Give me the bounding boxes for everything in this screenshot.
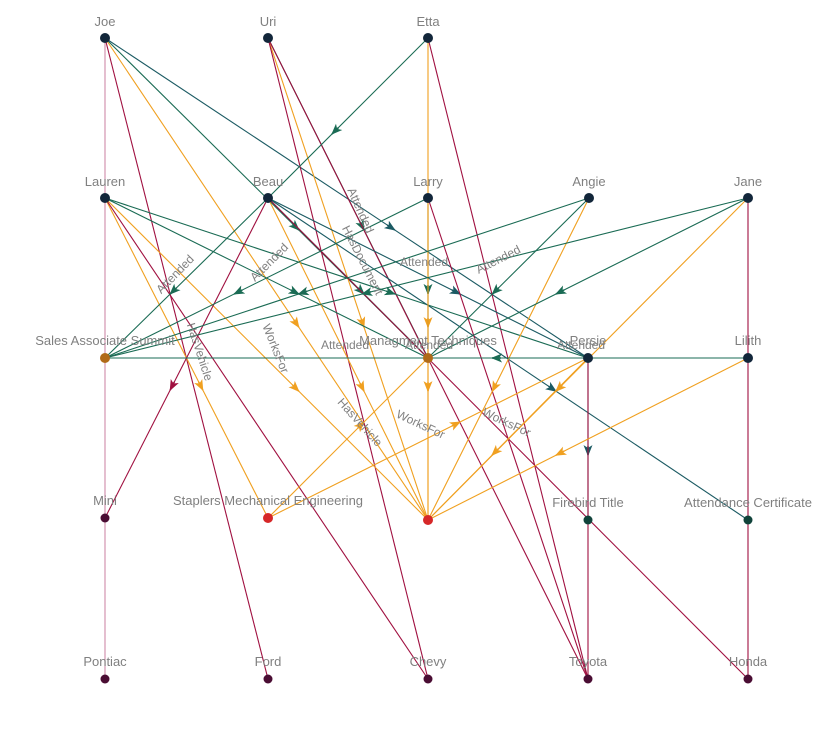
edge-label: WorksFor <box>394 407 447 442</box>
graph-edge <box>427 197 749 359</box>
graph-node-label: Chevy <box>410 654 447 669</box>
graph-edge <box>267 357 589 519</box>
graph-edge-arrowhead <box>288 380 300 392</box>
graph-node-label: Angie <box>572 174 605 189</box>
graph-node[interactable] <box>263 33 273 43</box>
node-labels-layer: Joe Uri Etta Lauren Beau Larry Angie Jane Sales … <box>35 14 812 669</box>
graph-edge <box>104 197 429 521</box>
graph-node-label: Jane <box>734 174 762 189</box>
graph-node-label: Beau <box>253 174 283 189</box>
graph-edge <box>267 357 429 519</box>
graph-node[interactable] <box>743 353 753 363</box>
graph-node[interactable] <box>583 515 593 525</box>
graph-node[interactable] <box>583 674 593 684</box>
graph-node[interactable] <box>423 193 433 203</box>
graph-node[interactable] <box>423 674 433 684</box>
graph-node-label: Etta <box>416 14 440 29</box>
graph-node-label: Larry <box>413 174 443 189</box>
graph-node[interactable] <box>263 674 273 684</box>
graph-edge-arrowhead <box>491 283 503 295</box>
edge-label: HasVehicle <box>335 395 386 449</box>
graph-node[interactable] <box>263 513 273 523</box>
graph-edge-arrowhead <box>383 286 396 296</box>
graph-edge-arrowhead <box>545 381 557 392</box>
edge-label: Attended <box>557 338 605 352</box>
graph-node-label: Lauren <box>85 174 125 189</box>
graph-edge-arrowhead <box>289 316 300 329</box>
edge-label: HasVehicle <box>184 321 216 383</box>
graph-edge-arrowhead <box>448 285 462 295</box>
graph-node[interactable] <box>423 515 433 525</box>
graph-edge <box>104 37 589 359</box>
graph-node[interactable] <box>743 674 753 684</box>
graph-edge-arrowhead <box>448 421 462 431</box>
graph-edge-arrowhead <box>288 219 300 231</box>
graph-node-label: Managment Techniques <box>359 333 497 348</box>
graph-edge-arrowhead <box>491 380 501 393</box>
graph-node[interactable] <box>743 515 753 525</box>
graph-edge-arrowhead <box>287 285 300 295</box>
graph-edge <box>104 197 429 680</box>
graph-node[interactable] <box>100 513 110 523</box>
graph-node[interactable] <box>100 674 110 684</box>
graph-edge <box>427 357 749 521</box>
edge-label: Attended <box>405 338 453 352</box>
graph-edge <box>267 197 429 521</box>
graph-node[interactable] <box>583 353 593 363</box>
graph-edge-arrowhead <box>355 380 365 393</box>
graph-edge-arrowhead <box>361 287 374 296</box>
graph-node-label: Persie <box>570 333 607 348</box>
graph-node-label: Uri <box>260 14 277 29</box>
graph-node-label: Pontiac <box>83 654 127 669</box>
graph-node[interactable] <box>100 193 110 203</box>
graph-edge-arrowhead <box>331 123 343 135</box>
graph-edge-arrowhead <box>555 446 568 456</box>
graph-node-label: Firebird Title <box>552 495 624 510</box>
graph-edge <box>267 37 429 199</box>
edge-label: Attended <box>321 338 369 352</box>
graph-node-label: Lilith <box>735 333 762 348</box>
graph-edge <box>104 197 269 359</box>
graph-node[interactable] <box>584 193 594 203</box>
graph-edge-arrowhead <box>554 285 568 295</box>
edge-label: WorksFor <box>260 322 292 375</box>
graph-node[interactable] <box>100 353 110 363</box>
graph-edge-arrowhead <box>383 220 396 231</box>
graph-edge-arrowhead <box>233 285 246 295</box>
graph-node[interactable] <box>100 33 110 43</box>
graph-edge <box>427 197 590 521</box>
graph-node[interactable] <box>423 353 433 363</box>
graph-edge-arrowhead <box>297 286 310 296</box>
graph-node-label: Mini <box>93 493 117 508</box>
graph-edge-arrowhead <box>194 378 204 391</box>
graph-node[interactable] <box>423 33 433 43</box>
edge-label: Attended <box>400 255 448 269</box>
graph-edge-arrowhead <box>555 380 567 392</box>
graph-edge <box>104 197 590 359</box>
graph-node[interactable] <box>743 193 753 203</box>
graph-edge <box>427 357 589 521</box>
graph-node-label: Joe <box>95 14 116 29</box>
graph-edge <box>427 197 590 359</box>
nodes-layer <box>100 33 753 684</box>
graph-edge <box>104 37 429 521</box>
graph-edge-arrowhead <box>169 378 179 391</box>
graph-node-label: Staplers Mechanical Engineering <box>173 493 363 508</box>
graph-edge <box>104 197 429 359</box>
graph-node-label: Ford <box>255 654 282 669</box>
graph-node-label: Toyota <box>569 654 608 669</box>
graph-edge <box>104 197 749 359</box>
graph-edge-arrowhead <box>491 444 503 456</box>
graph-node-label: Attendance Certificate <box>684 495 812 510</box>
graph-node-label: Sales Associate Summit <box>35 333 175 348</box>
graph-edge-arrowhead <box>169 283 181 295</box>
graph-edge-arrowhead <box>353 421 365 433</box>
graph-node-label: Honda <box>729 654 768 669</box>
graph-node[interactable] <box>263 193 273 203</box>
